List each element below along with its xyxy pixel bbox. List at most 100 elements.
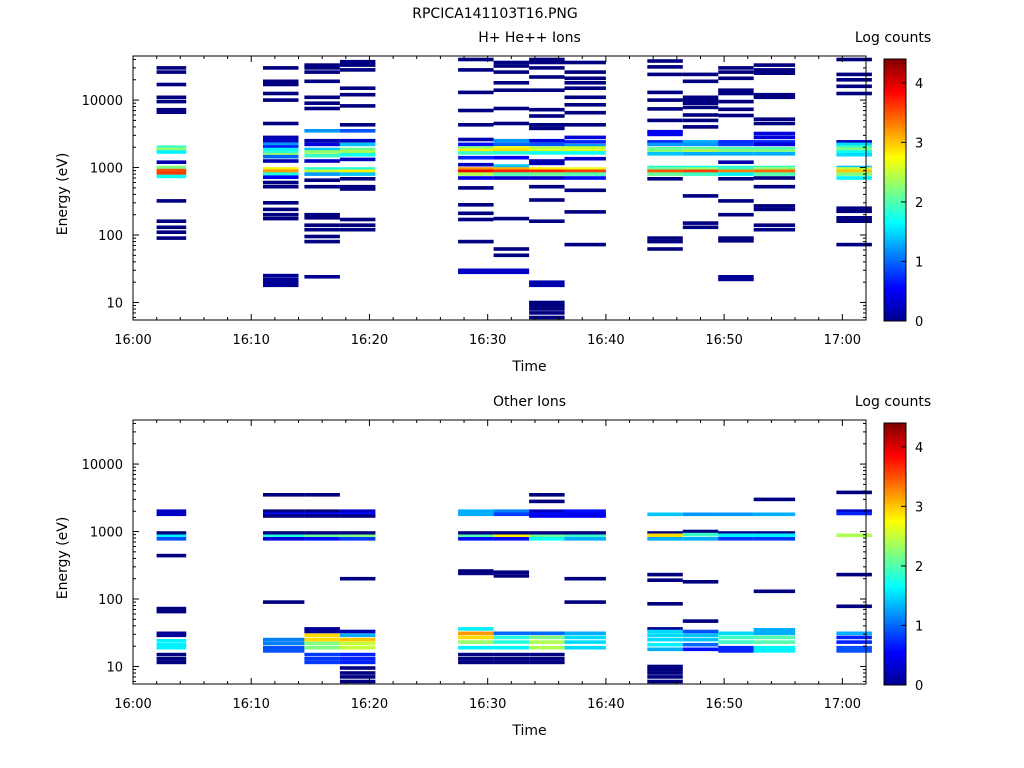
heatmap-cell (263, 277, 299, 282)
heatmap-cell (263, 637, 305, 642)
heatmap-cell (458, 137, 494, 142)
heatmap-cell (156, 230, 187, 234)
heatmap-cell (836, 147, 872, 152)
heatmap-cell (493, 574, 530, 578)
heatmap-cell (682, 512, 719, 517)
heatmap-cell (564, 144, 606, 148)
heatmap-cell (263, 212, 299, 217)
colorbar-tick-label: 3 (915, 136, 923, 151)
heatmap-cell (263, 216, 299, 221)
heatmap-cell (682, 72, 719, 77)
heatmap-cell (564, 635, 606, 640)
heatmap-cell (682, 619, 719, 623)
heatmap-cell (493, 155, 530, 160)
heatmap-cell (647, 132, 683, 137)
heatmap-cell (753, 167, 796, 171)
colorbar-label: Log counts (855, 30, 931, 46)
heatmap-cell (339, 531, 376, 535)
heatmap-cell (753, 227, 796, 232)
heatmap-cell (156, 168, 187, 173)
heatmap-cell (263, 280, 299, 284)
heatmap-cell (647, 664, 683, 669)
heatmap-cell (339, 150, 376, 154)
heatmap-cell (339, 652, 376, 657)
heatmap-cell (304, 216, 340, 220)
heatmap-cell (156, 70, 187, 74)
heatmap-cell (753, 207, 796, 212)
heatmap-cell (529, 280, 565, 284)
heatmap-cell (836, 645, 872, 650)
heatmap-cell (339, 142, 376, 147)
heatmap-cell (529, 652, 565, 657)
heatmap-cell (718, 531, 754, 535)
heatmap-cell (682, 647, 719, 652)
heatmap-cell (564, 156, 606, 161)
heatmap-cell (753, 645, 796, 650)
heatmap-cell (836, 242, 872, 247)
heatmap-cell (564, 169, 606, 174)
heatmap-cell (753, 146, 796, 151)
colorbar-tick-label: 3 (915, 500, 923, 515)
heatmap-cell (753, 121, 796, 126)
y-tick-label: 1000 (90, 162, 123, 177)
x-tick-label: 16:40 (587, 333, 624, 348)
heatmap-cell (529, 198, 565, 202)
heatmap-cell (682, 580, 719, 584)
heatmap-cell (529, 159, 565, 163)
heatmap-cell (647, 146, 683, 151)
heatmap-cell (493, 635, 530, 640)
heatmap-cell (647, 98, 683, 102)
heatmap-cell (647, 90, 683, 95)
heatmap-cell (263, 509, 305, 513)
heatmap-cell (836, 169, 872, 174)
heatmap-cell (493, 509, 530, 513)
heatmap-cell (753, 640, 796, 644)
heatmap-cell (263, 600, 305, 604)
heatmap-cell (647, 149, 683, 153)
heatmap-cell (263, 142, 299, 147)
heatmap-cell (836, 150, 872, 154)
x-tick-label: 16:00 (114, 697, 151, 712)
heatmap-cell (647, 671, 683, 675)
heatmap-cell (263, 273, 299, 278)
heatmap-cell (564, 600, 606, 604)
heatmap-cell (263, 175, 299, 179)
heatmap-cell (304, 147, 340, 152)
heatmap-cell (836, 91, 872, 96)
heatmap-cell (263, 145, 299, 149)
heatmap-cell (529, 151, 565, 155)
heatmap-cell (156, 531, 187, 535)
heatmap-cell (304, 159, 340, 163)
heatmap-cell (753, 635, 796, 640)
heatmap-cell (718, 88, 754, 92)
heatmap-cell (339, 157, 376, 162)
heatmap-cell (682, 95, 719, 100)
heatmap-cell (836, 209, 872, 214)
heatmap-cell (458, 176, 494, 180)
colorbar-label: Log counts (855, 394, 931, 410)
heatmap-cell (458, 68, 494, 72)
heatmap-cell (836, 649, 872, 653)
heatmap-cell (682, 532, 719, 537)
x-tick-label: 17:00 (824, 697, 861, 712)
heatmap-cell (339, 217, 376, 222)
heatmap-cell (718, 275, 754, 279)
heatmap-cell (458, 186, 494, 190)
heatmap-cell (836, 604, 872, 609)
heatmap-cell (263, 645, 305, 650)
panel-other-ions: 16:00 16:10 16:20 16:30 16:40 16:50 17:0010100… (55, 394, 931, 739)
heatmap-cell (647, 642, 683, 647)
heatmap-cell (458, 217, 494, 222)
heatmap-cell (753, 135, 796, 140)
heatmap-cell (493, 534, 530, 539)
heatmap-cell (339, 675, 376, 679)
heatmap-cell (263, 79, 299, 84)
heatmap-cell (493, 169, 530, 174)
heatmap-cell (718, 146, 754, 151)
heatmap-cell (647, 675, 683, 679)
heatmap-cell (647, 236, 683, 240)
heatmap-cell (564, 70, 606, 74)
heatmap-cell (339, 184, 376, 189)
plot-frame (132, 419, 867, 685)
